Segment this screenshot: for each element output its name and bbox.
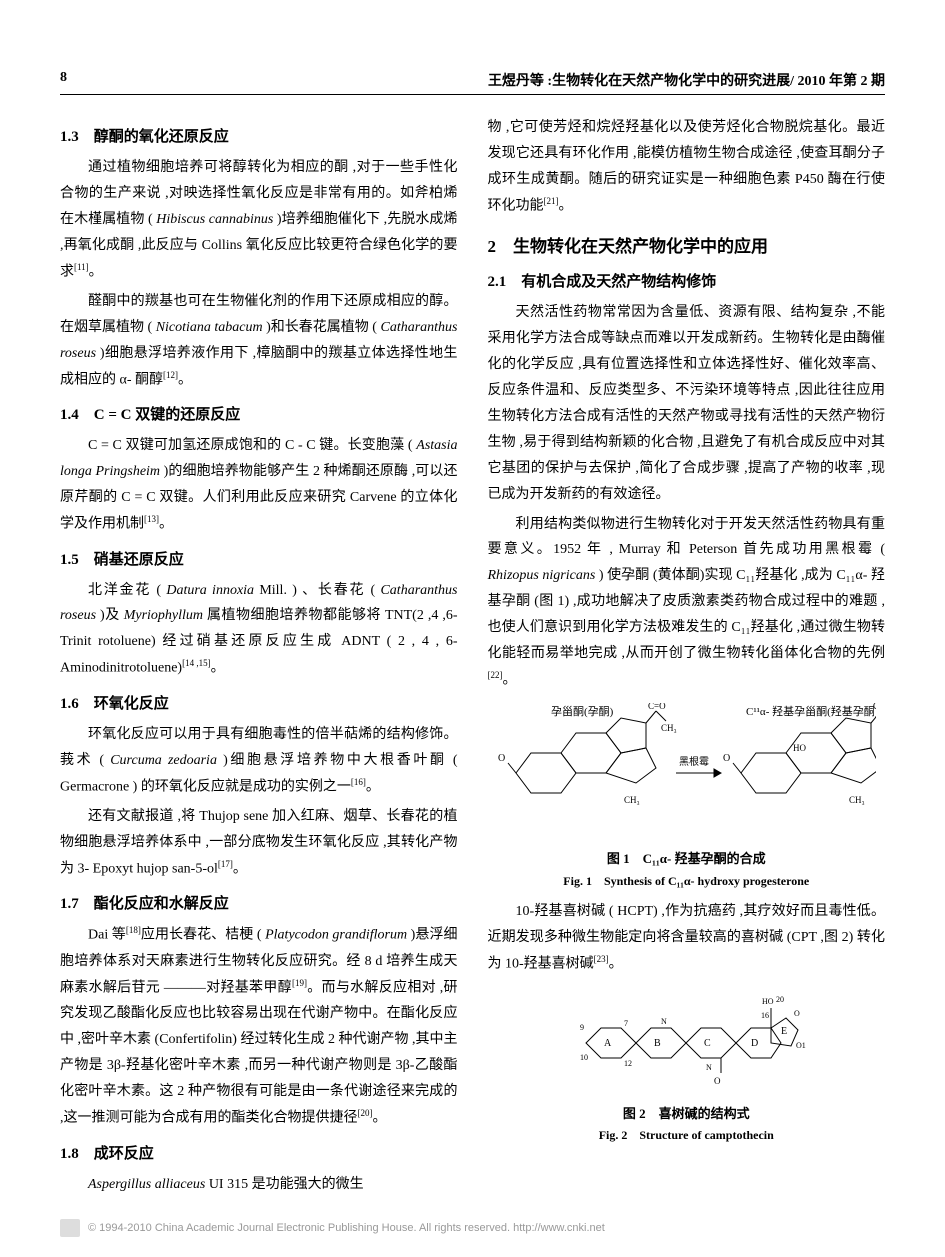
svg-text:CH₃: CH₃ [624,795,640,805]
svg-text:O: O [794,1009,800,1018]
para-1-3-2: 醛酮中的羰基也可在生物催化剂的作用下还原成相应的醇。在烟草属植物 ( Nicot… [60,289,458,393]
svg-text:C: C [704,1038,711,1049]
para-2-1-1: 天然活性药物常常因为含量低、资源有限、结构复杂 ,不能采用化学方法合成等缺点而难… [488,300,886,507]
heading-1-8: 1.8 成环反应 [60,1142,458,1166]
svg-text:CH₃: CH₃ [661,723,677,733]
svg-text:C=O: C=O [873,703,876,711]
figure-2: A 9 10 7 12 B N C N D [488,988,886,1144]
page-header: 8 王煜丹等 :生物转化在天然产物化学中的研究进展/ 2010 年第 2 期 [60,70,885,95]
svg-text:C¹¹α- 羟基孕甾酮(羟基孕酮): C¹¹α- 羟基孕甾酮(羟基孕酮) [746,704,876,718]
figure-2-caption-en: Fig. 2 Structure of camptothecin [488,1126,886,1143]
svg-text:O: O [714,1076,721,1086]
para-1-6-1: 环氧化反应可以用于具有细胞毒性的倍半萜烯的结构修饰。莪术 ( Curcuma z… [60,722,458,800]
heading-2: 2 生物转化在天然产物化学中的应用 [488,233,886,260]
figure-1-caption-en: Fig. 1 Synthesis of C₁₁α- hydroxy proges… [488,872,886,889]
page-number: 8 [60,70,90,90]
left-column: 1.3 醇酮的氧化还原反应 通过植物细胞培养可将醇转化为相应的酮 ,对于一些手性… [60,115,458,1201]
running-head: 王煜丹等 :生物转化在天然产物化学中的研究进展/ 2010 年第 2 期 [90,70,885,90]
two-column-layout: 1.3 醇酮的氧化还原反应 通过植物细胞培养可将醇转化为相应的酮 ,对于一些手性… [60,115,885,1201]
svg-text:D: D [751,1038,758,1049]
para-1-5: 北洋金花 ( Datura innoxia Mill. ) 、长春花 ( Cat… [60,578,458,682]
heading-1-4: 1.4 C = C 双键的还原反应 [60,403,458,427]
para-1-8: Aspergillus alliaceus UI 315 是功能强大的微生 [60,1172,458,1198]
heading-1-3: 1.3 醇酮的氧化还原反应 [60,125,458,149]
svg-text:9: 9 [580,1023,584,1032]
svg-text:12: 12 [624,1059,632,1068]
heading-1-6: 1.6 环氧化反应 [60,692,458,716]
heading-2-1: 2.1 有机合成及天然产物结构修饰 [488,270,886,294]
svg-text:O: O [723,753,730,764]
svg-text:HO: HO [762,997,774,1006]
heading-1-7: 1.7 酯化反应和水解反应 [60,892,458,916]
svg-text:20: 20 [776,995,784,1004]
svg-text:O18: O18 [796,1041,806,1050]
svg-text:N: N [661,1017,667,1026]
para-2-1-2: 利用结构类似物进行生物转化对于开发天然活性药物具有重要意义。1952 年 , M… [488,512,886,694]
svg-text:7: 7 [624,1019,628,1028]
figure-2-svg: A 9 10 7 12 B N C N D [566,988,806,1098]
svg-text:孕甾酮(孕酮): 孕甾酮(孕酮) [551,705,614,718]
para-cont: 物 ,它可使芳烃和烷烃羟基化以及使芳烃化合物脱烷基化。最近发现它还具有环化作用 … [488,115,886,219]
figure-1-caption-cn: 图 1 C₁₁α- 羟基孕酮的合成 [488,849,886,870]
figure-2-caption-cn: 图 2 喜树碱的结构式 [488,1104,886,1125]
publisher-icon [60,1219,80,1237]
page-footer: © 1994-2010 China Academic Journal Elect… [60,1219,885,1237]
figure-1-svg: 孕甾酮(孕酮) C¹¹α- 羟基孕甾酮(羟基孕酮) O C=O CH₃ CH₃ [496,703,876,843]
svg-text:10: 10 [580,1053,588,1062]
svg-text:HO: HO [793,743,806,753]
para-1-6-2: 还有文献报道 ,将 Thujop sene 加入红麻、烟草、长春花的植物细胞悬浮… [60,804,458,882]
svg-text:E: E [781,1026,787,1037]
svg-text:CH₃: CH₃ [849,795,865,805]
svg-text:16: 16 [761,1011,769,1020]
heading-1-5: 1.5 硝基还原反应 [60,548,458,572]
svg-text:C=O: C=O [648,703,666,711]
para-1-3-1: 通过植物细胞培养可将醇转化为相应的酮 ,对于一些手性化合物的生产来说 ,对映选择… [60,155,458,285]
para-2-1-3: 10-羟基喜树碱 ( HCPT) ,作为抗癌药 ,其疗效好而且毒性低。近期发现多… [488,899,886,977]
right-column: 物 ,它可使芳烃和烷烃羟基化以及使芳烃化合物脱烷基化。最近发现它还具有环化作用 … [488,115,886,1201]
para-1-4: C = C 双键可加氢还原成饱和的 C - C 键。长变胞藻 ( Astasia… [60,433,458,537]
svg-text:A: A [604,1038,612,1049]
svg-text:O: O [498,753,505,764]
copyright-text: © 1994-2010 China Academic Journal Elect… [88,1222,605,1234]
svg-text:黑根霉: 黑根霉 [679,755,709,768]
para-1-7: Dai 等[18]应用长春花、桔梗 ( Platycodon grandiflo… [60,922,458,1131]
svg-text:N: N [706,1063,712,1072]
svg-text:B: B [654,1038,661,1049]
figure-1: 孕甾酮(孕酮) C¹¹α- 羟基孕甾酮(羟基孕酮) O C=O CH₃ CH₃ [488,703,886,889]
